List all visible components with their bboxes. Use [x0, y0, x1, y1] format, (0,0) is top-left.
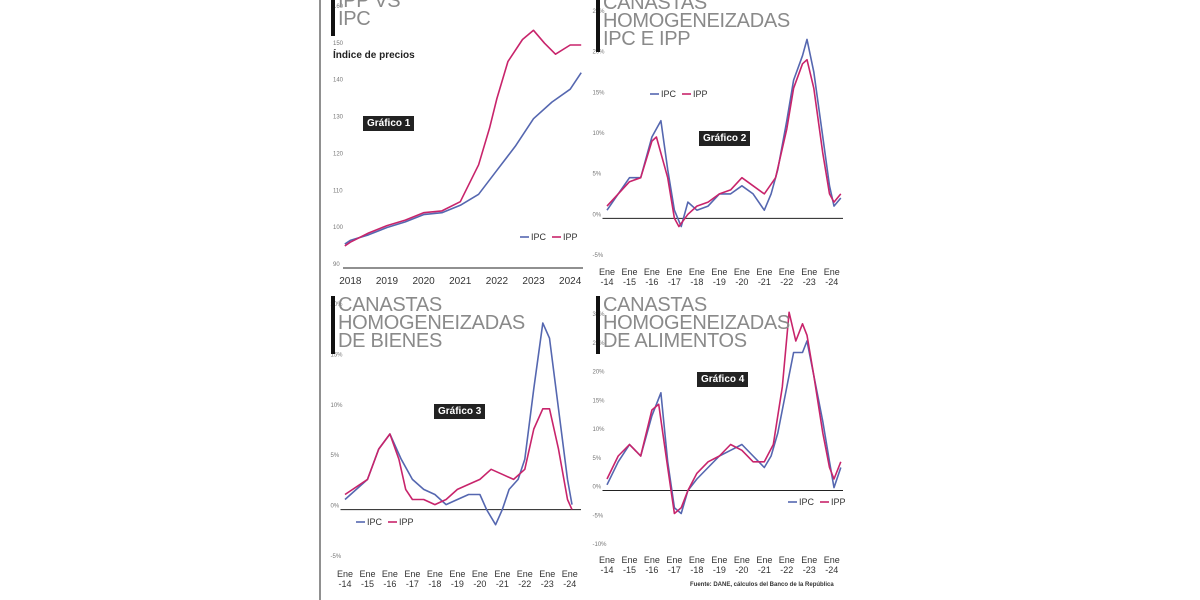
y-tick-label: 140	[333, 78, 344, 84]
series-line	[606, 340, 842, 515]
series-line	[344, 72, 582, 245]
legend-label: IPP	[831, 497, 846, 507]
y-tick-label: -5%	[593, 253, 604, 259]
x-tick-label: Ene -17	[666, 555, 683, 575]
y-tick-label: -5%	[593, 513, 604, 519]
y-tick-label: 15%	[593, 398, 606, 404]
x-tick-label: Ene -20	[733, 555, 750, 575]
x-tick-label: Ene -22	[778, 555, 795, 575]
legend-label: IPP	[399, 517, 414, 527]
x-tick-label: Ene -18	[688, 555, 705, 575]
y-tick-label: 90	[333, 262, 340, 268]
y-tick-label: 5%	[331, 453, 340, 459]
x-tick-label: Ene -14	[598, 555, 615, 575]
y-tick-label: 10%	[593, 427, 606, 433]
legend-label: IPP	[563, 232, 578, 242]
y-tick-label: 0%	[593, 212, 602, 218]
y-tick-label: 100	[333, 225, 344, 231]
x-tick-label: Ene -20	[733, 267, 750, 287]
title-bar	[596, 0, 600, 52]
x-tick-label: Ene -17	[666, 267, 683, 287]
y-tick-label: 160	[333, 4, 344, 10]
source: Fuente: DANE, cálculos del Banco de la R…	[690, 582, 834, 588]
legend-label: IPC	[367, 517, 383, 527]
x-tick-label: Ene -24	[561, 569, 578, 589]
x-tick-label: Ene -24	[823, 555, 840, 575]
x-tick-label: Ene -23	[801, 267, 818, 287]
x-tick-label: 2021	[449, 276, 472, 287]
y-tick-label: 10%	[593, 131, 606, 137]
series-line	[606, 58, 842, 228]
x-tick-label: 2019	[375, 276, 399, 287]
x-tick-label: Ene -19	[711, 555, 728, 575]
legend-label: IPC	[799, 497, 815, 507]
x-tick-label: Ene -17	[404, 569, 421, 589]
x-tick-label: Ene -16	[643, 555, 660, 575]
x-tick-label: Ene -20	[471, 569, 488, 589]
x-tick-label: 2023	[522, 276, 545, 287]
series-line	[344, 408, 573, 510]
y-tick-label: 5%	[593, 172, 602, 178]
x-tick-label: Ene -16	[381, 569, 398, 589]
x-tick-label: Ene -24	[823, 267, 840, 287]
y-tick-label: 0%	[593, 485, 602, 491]
chart-title: CANASTAS HOMOGENEIZADAS IPC E IPP	[603, 0, 790, 50]
chart-title: CANASTAS HOMOGENEIZADAS DE ALIMENTOS	[603, 294, 790, 352]
y-tick-label: -5%	[331, 554, 342, 560]
y-tick-label: -10%	[593, 542, 608, 548]
x-tick-label: Ene -15	[621, 555, 638, 575]
title-bar	[331, 0, 335, 36]
y-tick-label: 20%	[331, 302, 344, 308]
x-tick-label: Ene -23	[539, 569, 556, 589]
x-tick-label: Ene -16	[643, 267, 660, 287]
y-tick-label: 150	[333, 41, 344, 47]
x-tick-label: Ene -15	[621, 267, 638, 287]
y-tick-label: 110	[333, 188, 343, 194]
annotation: Gráfico 1	[363, 116, 415, 131]
x-tick-label: Ene -19	[449, 569, 466, 589]
annotation: Gráfico 4	[697, 372, 749, 387]
y-tick-label: 0%	[331, 504, 340, 510]
x-tick-label: Ene -15	[359, 569, 376, 589]
title-bar	[331, 296, 335, 354]
y-tick-label: 5%	[593, 456, 602, 462]
chart-title: IPP VS IPC	[338, 0, 401, 30]
series-line	[344, 322, 573, 526]
chart-title: CANASTAS HOMOGENEIZADAS DE BIENES	[338, 294, 525, 352]
x-tick-label: Ene -14	[598, 267, 615, 287]
x-tick-label: Ene -18	[688, 267, 705, 287]
x-tick-label: Ene -21	[494, 569, 511, 589]
legend-label: IPC	[661, 89, 677, 99]
x-tick-label: Ene -21	[756, 555, 773, 575]
y-tick-label: 20%	[593, 50, 606, 56]
series-line	[344, 29, 582, 247]
y-tick-label: 130	[333, 115, 344, 121]
x-tick-label: 2020	[412, 276, 435, 287]
x-tick-label: 2024	[559, 276, 582, 287]
x-tick-label: Ene -22	[516, 569, 533, 589]
x-tick-label: Ene -23	[801, 555, 818, 575]
x-tick-label: 2022	[485, 276, 509, 287]
annotation: Gráfico 3	[434, 404, 486, 419]
series-line	[606, 311, 842, 515]
series-line	[606, 38, 842, 228]
legend-label: IPP	[693, 89, 708, 99]
y-tick-label: 120	[333, 151, 344, 157]
x-tick-label: 2018	[339, 276, 362, 287]
x-tick-label: Ene -18	[426, 569, 443, 589]
x-tick-label: Ene -14	[336, 569, 353, 589]
legend-label: IPC	[531, 232, 547, 242]
title-bar	[596, 296, 600, 354]
annotation: Gráfico 2	[699, 131, 751, 146]
y-tick-label: 15%	[593, 90, 606, 96]
y-axis-label: Índice de precios	[333, 50, 415, 61]
y-tick-label: 10%	[331, 403, 344, 409]
x-tick-label: Ene -19	[711, 267, 728, 287]
x-tick-label: Ene -21	[756, 267, 773, 287]
x-tick-label: Ene -22	[778, 267, 795, 287]
y-tick-label: 15%	[331, 352, 344, 358]
y-tick-label: 20%	[593, 370, 606, 376]
